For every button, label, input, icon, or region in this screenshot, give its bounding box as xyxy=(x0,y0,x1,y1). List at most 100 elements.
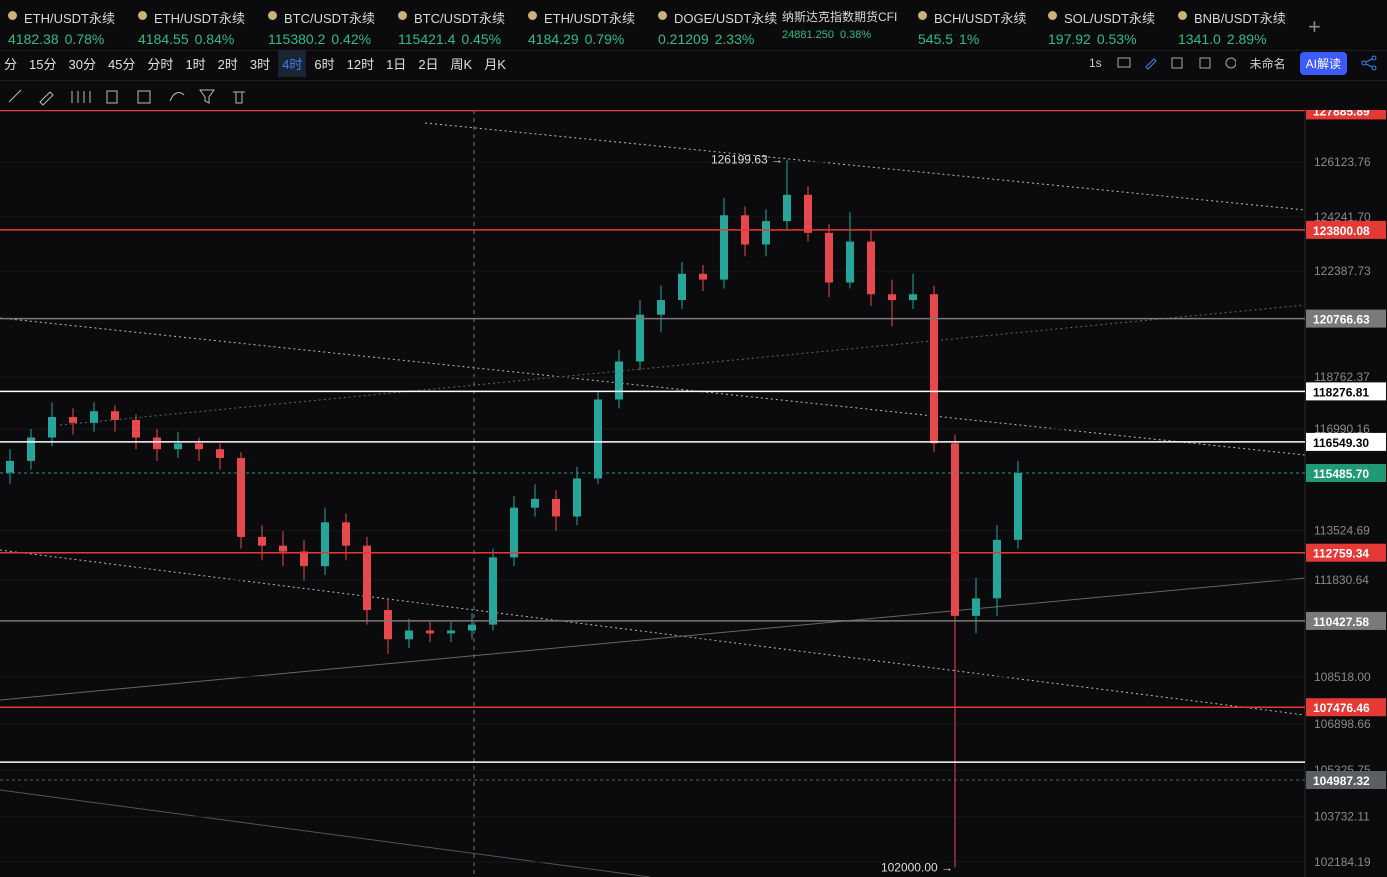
timeframe-bar: 分 15分 30分 45分 分时 1时 2时 3时 4时 6时 12时 1日 2日 周K 月K xyxy=(0,49,514,77)
candle-body xyxy=(426,630,434,634)
ticker-change: 0.38% xyxy=(840,29,872,41)
ticker-change: 0.84% xyxy=(194,31,235,47)
candle-body xyxy=(27,437,35,461)
ticker-quote: 4184.55 0.84% xyxy=(132,31,258,47)
candle-body xyxy=(321,522,329,567)
timeframe[interactable]: 45分 xyxy=(107,56,136,72)
ticker-change: 0.78% xyxy=(64,31,105,47)
ticker[interactable]: ETH/USDT永续 4184.55 0.84% xyxy=(132,8,258,47)
y-tick-label: 126123.76 xyxy=(1314,155,1371,169)
timeframe[interactable]: 1时 xyxy=(185,56,206,72)
price-level-box xyxy=(1306,382,1386,401)
candle-body xyxy=(846,241,854,283)
ticker-name: ETH/USDT永续 xyxy=(522,8,648,27)
y-tick-label: 116990.16 xyxy=(1314,422,1370,436)
timeframe[interactable]: 2日 xyxy=(418,56,439,72)
candle-body xyxy=(510,507,518,558)
ticker-change: 0.42% xyxy=(331,31,372,47)
candle-body xyxy=(153,437,161,450)
ticker[interactable]: ETH/USDT永续 4184.29 0.79% xyxy=(522,8,648,47)
candle-body xyxy=(930,294,938,444)
timeframe[interactable]: 分 xyxy=(4,56,18,72)
ticker[interactable]: BCH/USDT永续 545.5 1% xyxy=(912,8,1038,47)
price-level-label: 115485.70 xyxy=(1313,467,1369,481)
ticker-name: BTC/USDT永续 xyxy=(262,8,388,27)
ticker-name: SOL/USDT永续 xyxy=(1042,8,1168,27)
ticker-change: 0.53% xyxy=(1096,31,1137,47)
candle-body xyxy=(489,557,497,625)
candle-body xyxy=(447,630,455,634)
ticker-name: ETH/USDT永续 xyxy=(132,8,258,27)
candle-body xyxy=(111,411,119,420)
drawing-tools[interactable] xyxy=(0,81,260,111)
interval[interactable]: 1s xyxy=(1088,56,1102,70)
candle-body xyxy=(804,194,812,233)
candle-body xyxy=(552,498,560,517)
y-tick-label: 106898.66 xyxy=(1314,717,1371,731)
ticker[interactable]: ETH/USDT永续 4182.38 0.78% xyxy=(2,8,128,47)
candle-body xyxy=(972,598,980,616)
ticker-quote: 0.21209 2.33% xyxy=(652,31,778,47)
candle-body xyxy=(300,551,308,567)
ticker[interactable]: BTC/USDT永续 115421.4 0.45% xyxy=(392,8,518,47)
tool-icons xyxy=(1117,57,1236,70)
price-level-label: 112759.34 xyxy=(1313,547,1369,561)
price-level-box xyxy=(1306,110,1386,120)
candle-body xyxy=(783,194,791,222)
timeframe[interactable]: 12时 xyxy=(346,56,375,72)
timeframe[interactable]: 15分 xyxy=(29,56,57,72)
ticker-price: 545.5 xyxy=(918,31,954,47)
ticker[interactable]: BNB/USDT永续 1341.0 2.89% xyxy=(1172,8,1298,47)
candle-body xyxy=(174,443,182,450)
timeframe[interactable]: 3时 xyxy=(249,56,271,72)
ticker[interactable]: BTC/USDT永续 115380.2 0.42% xyxy=(262,8,388,47)
timeframe[interactable]: 分时 xyxy=(147,56,174,72)
timeframe[interactable]: 2时 xyxy=(217,56,238,72)
price-level-label: 123800.08 xyxy=(1313,224,1370,238)
candle-body xyxy=(69,417,77,423)
candle-body xyxy=(615,361,623,400)
price-level-box xyxy=(1306,698,1386,717)
ticker-bar: ETH/USDT永续 4182.38 0.78% ETH/USDT永续 4184.55 0… xyxy=(0,0,1387,51)
price-level-box xyxy=(1306,464,1386,483)
price-level-label: 116549.30 xyxy=(1313,436,1369,450)
ticker-change: 0.79% xyxy=(584,31,625,47)
share-icon[interactable] xyxy=(1361,55,1377,71)
y-tick-label: 122387.73 xyxy=(1314,264,1371,278)
candle-body xyxy=(363,545,371,611)
ticker[interactable]: SOL/USDT永续 197.92 0.53% xyxy=(1042,8,1168,47)
candle-body xyxy=(594,399,602,479)
ticker[interactable]: DOGE/USDT永续 0.21209 2.33% xyxy=(652,8,778,47)
ticker-name: BCH/USDT永续 xyxy=(912,8,1038,27)
trend-lines xyxy=(0,110,1306,877)
timeframe[interactable]: 月K xyxy=(484,56,506,72)
ticker-name: BTC/USDT永续 xyxy=(392,8,518,27)
timeframe[interactable]: 30分 xyxy=(68,56,96,72)
timeframe[interactable]: 6时 xyxy=(314,56,335,72)
timeframe[interactable]: 周K xyxy=(450,56,473,72)
ticker-price: 4184.55 xyxy=(138,31,189,47)
candle-body xyxy=(657,300,665,315)
price-level-label: 107476.46 xyxy=(1313,701,1370,715)
drawing-toolbar xyxy=(0,80,1387,112)
ticker[interactable]: 纳斯达克指数期货CFI 24881.250 0.38% xyxy=(782,8,908,41)
ticker-price: 4182.38 xyxy=(8,31,59,47)
candle-body xyxy=(90,411,98,423)
ticker-price: 197.92 xyxy=(1048,31,1091,47)
top-right-tools: 1s 未命名 AI解读 xyxy=(1088,51,1377,75)
ai-button[interactable]: AI解读 xyxy=(1299,51,1347,75)
price-level-box xyxy=(1306,543,1386,562)
candle-body xyxy=(867,241,875,295)
timeframe[interactable]: 4时 xyxy=(278,49,307,77)
y-tick-label: 102184.19 xyxy=(1314,855,1371,869)
ticker-name: DOGE/USDT永续 xyxy=(652,8,778,27)
price-level-label: 118276.81 xyxy=(1313,385,1369,399)
ticker-price: 0.21209 xyxy=(658,31,709,47)
timeframe[interactable]: 1日 xyxy=(386,56,407,72)
candle-body xyxy=(342,522,350,546)
add-ticker[interactable]: + xyxy=(1308,14,1321,39)
layout-name[interactable]: 未命名 xyxy=(1249,56,1286,71)
candle-body xyxy=(132,419,140,438)
low-annotation: 102000.00 → xyxy=(881,860,953,874)
